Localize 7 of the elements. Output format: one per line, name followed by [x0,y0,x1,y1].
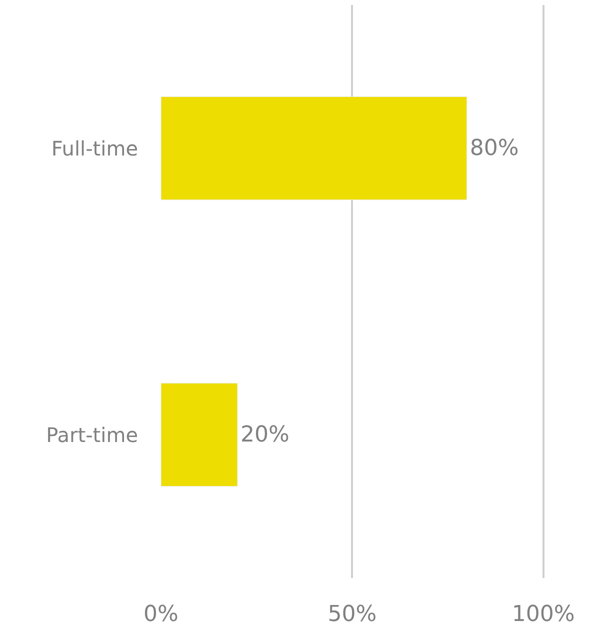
data-label: 20% [240,422,290,448]
y-tick-label: Part-time [46,422,138,447]
x-tick-label: 0% [144,602,178,627]
y-tick-label: Full-time [51,136,138,160]
x-tick-label: 50% [328,602,377,627]
x-tick-label: 100% [512,602,575,627]
data-label: 80% [470,136,519,161]
